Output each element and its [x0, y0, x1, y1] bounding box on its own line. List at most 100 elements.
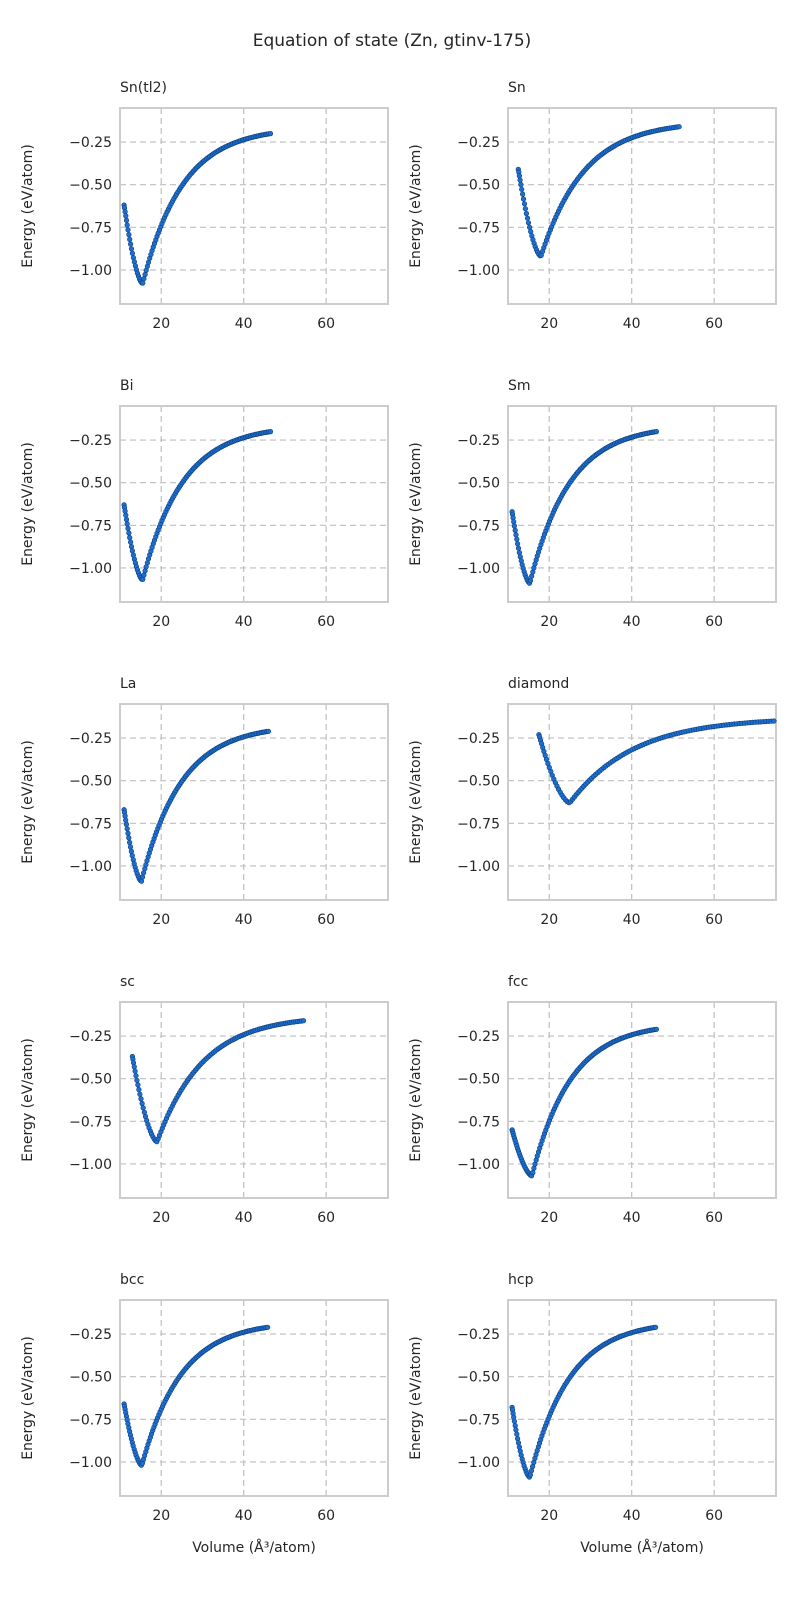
- x-tick-label: 40: [235, 1508, 253, 1524]
- x-tick-label: 40: [623, 614, 641, 630]
- data-point: [134, 1077, 140, 1083]
- axes-frame: [119, 405, 389, 603]
- panel-title: Bi: [120, 378, 134, 394]
- x-tick-label: 60: [317, 1210, 335, 1226]
- data-point: [126, 530, 132, 536]
- axes-frame: [119, 703, 389, 901]
- y-tick-label: −0.75: [69, 1412, 112, 1428]
- y-tick-label: −0.75: [69, 518, 112, 534]
- panel-title: diamond: [508, 676, 569, 692]
- y-axis-label: Energy (eV/atom): [408, 1336, 424, 1460]
- y-tick-label: −0.50: [69, 1072, 112, 1088]
- data-point: [128, 543, 135, 550]
- data-point: [512, 527, 518, 534]
- data-point: [512, 1422, 518, 1429]
- data-point: [141, 276, 147, 282]
- x-tick-label: 40: [623, 1210, 641, 1226]
- data-point: [515, 1440, 522, 1446]
- y-tick-label: −1.00: [69, 859, 112, 875]
- y-tick-label: −0.75: [457, 1114, 500, 1130]
- data-point: [511, 523, 518, 529]
- data-point: [123, 817, 129, 823]
- panel-title: bcc: [120, 1272, 144, 1288]
- axes-frame: [507, 405, 777, 603]
- panel-sc: sc 20 40 60 −1.00 −0.75 −0.50 −0.25 Energy (eV/a…: [20, 974, 389, 1226]
- y-tick-label: −1.00: [69, 1157, 112, 1173]
- axes-frame: [507, 107, 777, 305]
- y-tick-label: −0.50: [457, 476, 500, 492]
- axes-frame: [119, 1001, 389, 1199]
- data-point: [131, 1064, 137, 1070]
- y-tick-label: −0.25: [457, 135, 500, 151]
- data-point: [140, 576, 146, 582]
- y-tick-label: −0.50: [69, 1370, 112, 1386]
- y-tick-label: −1.00: [457, 859, 500, 875]
- data-point: [141, 1109, 147, 1115]
- data-point: [518, 182, 524, 188]
- data-point: [124, 521, 130, 527]
- data-point: [140, 1105, 146, 1111]
- panels: Sn(tl2) 20 40 60 −1.00 −0.75 −0.50 −0.25 Energy …: [20, 80, 777, 1556]
- x-tick-label: 60: [317, 1508, 335, 1524]
- y-tick-label: −0.25: [69, 731, 112, 747]
- data-point: [125, 227, 131, 233]
- axes-frame: [119, 107, 389, 305]
- data-point: [676, 124, 682, 130]
- panel-fcc: fcc 20 40 60 −1.00 −0.75 −0.50 −0.25 Energy (eV/…: [408, 974, 777, 1226]
- data-point: [515, 545, 522, 551]
- data-point: [300, 1018, 307, 1024]
- data-point: [125, 830, 131, 837]
- data-point: [127, 844, 134, 850]
- panel-La: La 20 40 60 −1.00 −0.75 −0.50 −0.25 Energy (eV/a…: [20, 676, 389, 928]
- y-tick-label: −0.50: [69, 178, 112, 194]
- series-points: [509, 429, 660, 586]
- series-points: [509, 1026, 660, 1179]
- data-point: [125, 525, 131, 532]
- figure-title: Equation of state (Zn, gtinv-175): [253, 31, 532, 51]
- data-point: [128, 241, 134, 247]
- data-point: [526, 224, 533, 230]
- data-point: [513, 532, 519, 538]
- data-point: [126, 835, 132, 841]
- data-point: [141, 572, 147, 578]
- data-point: [519, 191, 526, 197]
- x-tick-label: 60: [705, 1508, 723, 1524]
- data-point: [136, 1086, 142, 1093]
- panel-title: hcp: [508, 1272, 534, 1288]
- data-point: [527, 1472, 534, 1478]
- data-point: [516, 173, 523, 179]
- x-tick-label: 20: [152, 912, 170, 928]
- y-tick-label: −0.50: [69, 774, 112, 790]
- x-tick-label: 40: [623, 316, 641, 332]
- data-point: [128, 539, 134, 545]
- x-tick-label: 20: [540, 1210, 558, 1226]
- data-point: [133, 1073, 139, 1079]
- x-tick-label: 60: [705, 1210, 723, 1226]
- panel-diamond: diamond 20 40 60 −1.00 −0.75 −0.50 −0.25 Energy …: [408, 676, 777, 928]
- data-point: [130, 1060, 137, 1066]
- data-point: [123, 217, 130, 223]
- data-point: [123, 821, 129, 828]
- panel-Sm: Sm 20 40 60 −1.00 −0.75 −0.50 −0.25 Energy (eV/a…: [408, 378, 777, 630]
- y-tick-label: −1.00: [69, 263, 112, 279]
- axes-frame: [119, 1299, 389, 1497]
- x-tick-label: 20: [540, 1508, 558, 1524]
- data-point: [138, 878, 145, 884]
- x-tick-label: 40: [235, 1210, 253, 1226]
- y-tick-label: −0.25: [69, 1327, 112, 1343]
- x-tick-label: 40: [623, 912, 641, 928]
- x-axis-label: Volume (Å³/atom): [580, 1539, 704, 1556]
- y-tick-label: −0.50: [457, 1072, 500, 1088]
- data-point: [265, 728, 272, 734]
- x-tick-label: 40: [235, 614, 253, 630]
- y-tick-label: −1.00: [69, 561, 112, 577]
- data-point: [123, 516, 130, 523]
- data-point: [514, 541, 521, 547]
- y-tick-label: −0.75: [457, 518, 500, 534]
- panel-bcc: bcc 20 40 60 −1.00 −0.75 −0.50 −0.25 Energy (eV/…: [20, 1272, 389, 1556]
- panel-Bi: Bi 20 40 60 −1.00 −0.75 −0.50 −0.25 Energy (eV/a…: [20, 378, 389, 630]
- y-tick-label: −0.25: [69, 433, 112, 449]
- data-point: [129, 250, 135, 256]
- x-tick-label: 60: [317, 316, 335, 332]
